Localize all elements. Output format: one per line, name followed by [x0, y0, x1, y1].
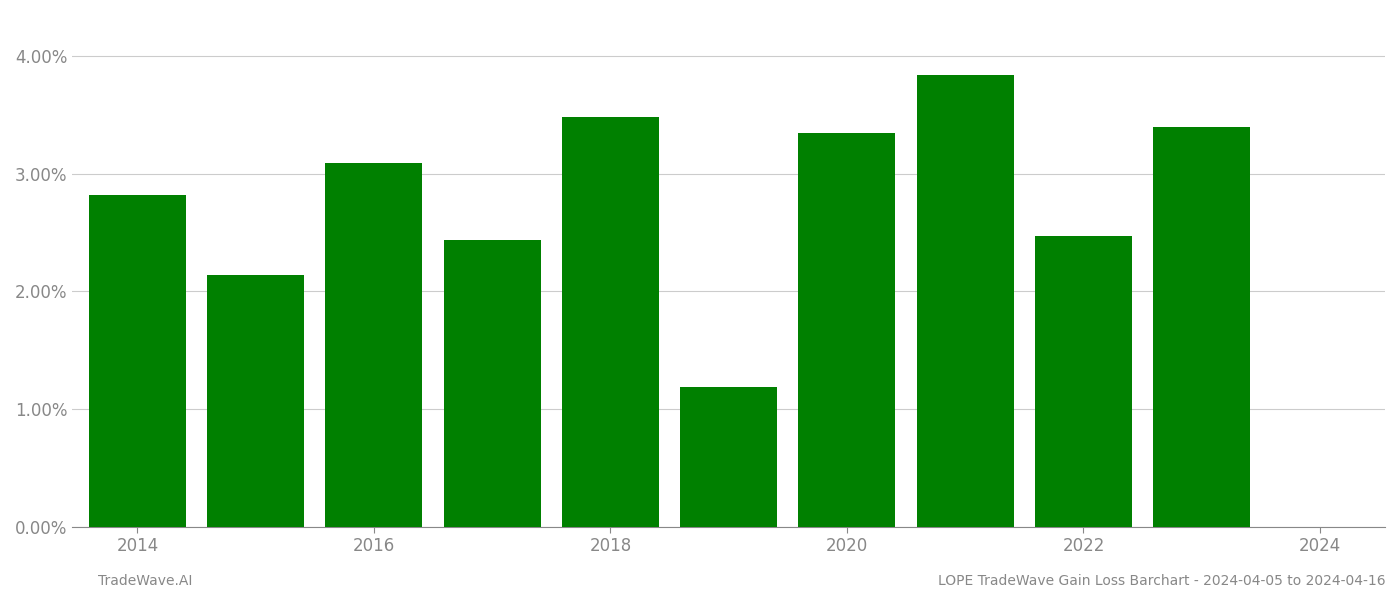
Bar	[561, 118, 659, 527]
Bar	[325, 163, 423, 527]
Bar	[1035, 236, 1133, 527]
Bar	[798, 133, 896, 527]
Bar	[1154, 127, 1250, 527]
Bar	[90, 195, 186, 527]
Bar	[680, 386, 777, 527]
Bar	[207, 275, 304, 527]
Bar	[917, 75, 1014, 527]
Bar	[444, 239, 540, 527]
Text: TradeWave.AI: TradeWave.AI	[98, 574, 192, 588]
Text: LOPE TradeWave Gain Loss Barchart - 2024-04-05 to 2024-04-16: LOPE TradeWave Gain Loss Barchart - 2024…	[938, 574, 1386, 588]
